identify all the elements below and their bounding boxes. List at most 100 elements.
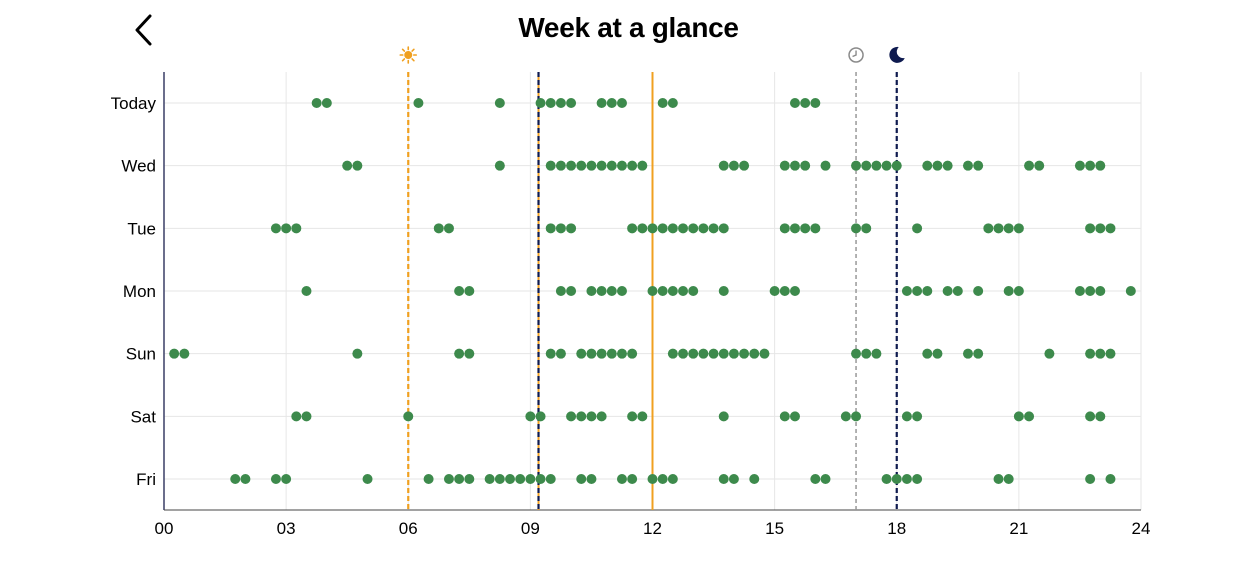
data-point [525, 411, 536, 422]
data-point [352, 348, 363, 359]
y-category-label: Wed [121, 157, 156, 176]
data-point [1013, 286, 1024, 297]
data-point [1003, 223, 1014, 234]
y-category-label: Mon [123, 282, 156, 301]
data-point [494, 98, 505, 108]
data-point [637, 160, 648, 171]
data-point [901, 286, 912, 297]
back-button[interactable] [126, 10, 162, 50]
data-point [1095, 348, 1106, 359]
data-point [566, 160, 577, 171]
data-point [728, 348, 739, 359]
data-point [698, 223, 709, 234]
y-category-label: Today [111, 94, 157, 113]
data-point [891, 160, 902, 171]
data-point [1013, 411, 1024, 422]
data-point [708, 223, 719, 234]
data-point [515, 474, 526, 485]
data-point [667, 474, 678, 485]
data-point [861, 223, 872, 234]
data-point [667, 98, 678, 108]
data-point [769, 286, 780, 297]
x-tick-label: 03 [277, 519, 296, 538]
data-point [464, 348, 475, 359]
data-point [942, 160, 953, 171]
data-point [718, 223, 729, 234]
data-point [779, 223, 790, 234]
data-point [535, 474, 546, 485]
data-point [973, 286, 984, 297]
sun-ray [411, 58, 415, 62]
data-point [901, 474, 912, 485]
data-point [505, 474, 516, 485]
data-point [555, 286, 566, 297]
data-point [667, 286, 678, 297]
data-point [851, 348, 862, 359]
data-point [993, 223, 1004, 234]
data-point [667, 348, 678, 359]
chevron-left-icon [135, 14, 152, 46]
data-point [566, 411, 577, 422]
data-point [779, 286, 790, 297]
data-point [1074, 160, 1085, 171]
clock-icon [848, 47, 864, 63]
data-point [596, 348, 607, 359]
data-point [647, 286, 658, 297]
sun-ray [401, 58, 406, 62]
data-point [606, 286, 617, 297]
data-point [454, 348, 465, 359]
data-point [616, 98, 627, 108]
data-point [718, 160, 729, 171]
data-point [464, 286, 475, 297]
data-point [270, 474, 281, 485]
data-point [606, 98, 617, 108]
data-point [281, 223, 292, 234]
data-point [718, 348, 729, 359]
data-point [789, 411, 800, 422]
data-point [555, 160, 566, 171]
data-point [1085, 160, 1096, 171]
data-point [851, 223, 862, 234]
data-point [596, 286, 607, 297]
data-point [535, 98, 546, 108]
data-point [657, 223, 668, 234]
data-point [942, 286, 953, 297]
data-point [1095, 286, 1106, 297]
data-point [912, 286, 923, 297]
data-point [993, 474, 1004, 485]
data-point [443, 223, 454, 234]
x-tick-label: 06 [399, 519, 418, 538]
data-point [566, 286, 577, 297]
data-point [678, 223, 689, 234]
data-point [545, 98, 556, 108]
data-point [576, 474, 587, 485]
data-point [566, 98, 577, 108]
data-point [891, 474, 902, 485]
data-point [718, 474, 729, 485]
data-point [586, 474, 597, 485]
data-point [851, 160, 862, 171]
data-point [342, 160, 353, 171]
data-point [1085, 286, 1096, 297]
y-category-label: Sat [130, 407, 156, 426]
data-point [789, 286, 800, 297]
data-point [230, 474, 241, 485]
data-point [912, 223, 923, 234]
data-point [627, 223, 638, 234]
data-point [627, 474, 638, 485]
data-point [861, 160, 872, 171]
x-tick-label: 18 [887, 519, 906, 538]
x-tick-label: 15 [765, 519, 784, 538]
data-point [1085, 411, 1096, 422]
data-point [708, 348, 719, 359]
data-point [789, 223, 800, 234]
y-category-label: Fri [136, 470, 156, 489]
data-point [871, 160, 882, 171]
data-point [983, 223, 994, 234]
clock-face [848, 47, 864, 63]
data-point [484, 474, 495, 485]
data-point [311, 98, 322, 108]
data-point [1024, 160, 1035, 171]
data-point [616, 348, 627, 359]
data-point [688, 348, 699, 359]
